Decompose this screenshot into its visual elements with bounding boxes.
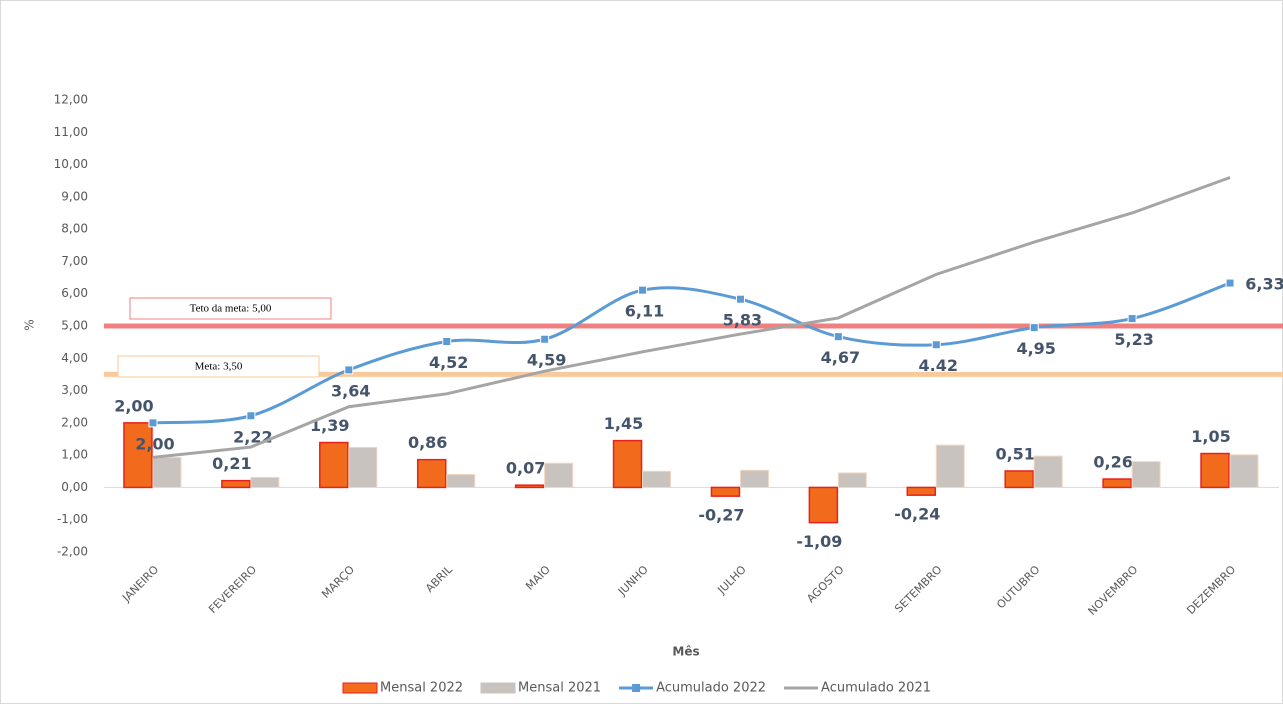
marker	[246, 411, 256, 421]
data-label: 4.42	[919, 356, 958, 375]
y-tick-label: 0,00	[61, 480, 88, 494]
y-tick-label: 9,00	[61, 189, 88, 203]
data-label: 2,00	[135, 434, 174, 453]
y-tick-label: 4,00	[61, 351, 88, 365]
data-label: 4,52	[429, 353, 468, 372]
y-tick-label: 1,00	[61, 448, 88, 462]
bar	[739, 469, 769, 488]
line	[152, 176, 1231, 459]
bar	[612, 439, 643, 489]
legend-swatch	[480, 682, 516, 694]
bar	[221, 479, 251, 489]
data-label: 5,83	[723, 311, 762, 330]
bar	[319, 441, 349, 489]
marker	[735, 294, 745, 304]
marker	[931, 340, 941, 350]
bar	[837, 472, 867, 488]
reference-label-box	[129, 297, 332, 320]
y-tick-label: 12,00	[54, 93, 88, 107]
legend-label: Acumulado 2021	[821, 681, 931, 696]
marker	[638, 285, 648, 295]
data-label: 2,22	[233, 427, 272, 446]
y-tick-label: -2,00	[57, 545, 88, 559]
marker	[442, 336, 452, 346]
y-tick-label: 7,00	[61, 254, 88, 268]
legend-marker	[632, 684, 641, 692]
bar	[544, 462, 574, 488]
bar	[1004, 470, 1034, 489]
data-label: 5,23	[1114, 330, 1153, 349]
marker	[540, 334, 550, 344]
y-tick-label: 5,00	[61, 319, 88, 333]
data-label: -0,27	[698, 506, 744, 525]
bar	[348, 446, 378, 488]
y-axis-label: %	[23, 319, 37, 330]
bar	[1229, 454, 1259, 488]
x-axis-label: Mês	[672, 645, 699, 659]
bar	[446, 474, 476, 488]
y-tick-label: 2,00	[61, 415, 88, 429]
data-label: 4,59	[527, 351, 566, 370]
data-label: 2,00	[114, 396, 153, 415]
bar	[1033, 455, 1063, 488]
bar	[642, 470, 672, 488]
marker	[833, 332, 843, 342]
y-tick-label: 8,00	[61, 222, 88, 236]
marker	[1225, 278, 1235, 288]
marker	[1029, 323, 1039, 333]
bar	[1131, 461, 1161, 488]
marker	[148, 418, 158, 428]
bar	[514, 484, 545, 489]
y-tick-label: 6,00	[61, 286, 88, 300]
legend-swatch	[342, 682, 378, 694]
legend-label: Mensal 2021	[518, 681, 601, 696]
data-label: 0,21	[212, 454, 251, 473]
bar	[152, 456, 182, 488]
marker	[344, 365, 354, 375]
bar	[416, 458, 447, 489]
bar	[935, 444, 965, 488]
line	[152, 281, 1231, 425]
data-label: 1,39	[310, 416, 349, 435]
data-label: -0,24	[894, 505, 940, 524]
y-tick-label: 10,00	[54, 157, 88, 171]
reference-label: Teto da meta: 5,00	[190, 303, 272, 315]
legend-label: Mensal 2022	[380, 681, 463, 696]
data-label: 4,95	[1016, 339, 1055, 358]
reference-label: Meta: 3,50	[195, 361, 243, 373]
data-label: 1,45	[604, 414, 643, 433]
bar	[808, 486, 839, 524]
data-label: 3,64	[331, 381, 370, 400]
data-label: 6,33	[1245, 275, 1283, 294]
data-label: -1,09	[796, 532, 842, 551]
data-label: 6,11	[625, 302, 664, 321]
bar	[123, 422, 153, 489]
marker	[1127, 314, 1137, 324]
legend-label: Acumulado 2022	[656, 681, 766, 696]
data-label: 0,07	[506, 459, 545, 478]
bar	[1200, 452, 1230, 489]
data-label: 4,67	[821, 348, 860, 367]
data-label: 0,86	[408, 433, 447, 452]
y-tick-label: 3,00	[61, 383, 88, 397]
data-label: 0,51	[995, 444, 1034, 463]
bar	[710, 486, 741, 497]
reference-label-box	[117, 355, 320, 378]
data-label: 0,26	[1093, 453, 1132, 472]
y-tick-label: -1,00	[57, 512, 88, 526]
data-label: 1,05	[1191, 427, 1230, 446]
bar	[906, 486, 937, 496]
bar	[250, 476, 280, 488]
y-tick-label: 11,00	[54, 125, 88, 139]
bar	[1102, 478, 1132, 489]
